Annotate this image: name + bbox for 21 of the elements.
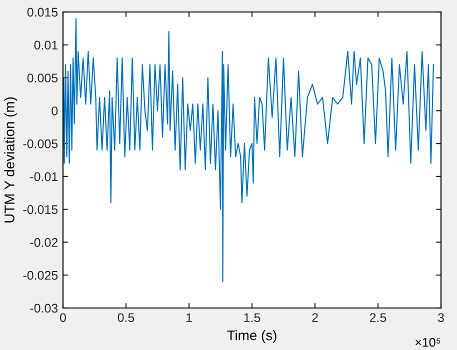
x-tick-label: 3: [438, 313, 444, 322]
y-tick-label: -0.01: [30, 172, 58, 182]
y-tick-label: -0.015: [23, 205, 58, 214]
y-tick-label: 0.01: [34, 40, 58, 50]
text: ×10⁵: [415, 338, 440, 347]
y-axis-title: UTM Y deviation (m): [4, 97, 18, 222]
y-tick-label: -0.025: [23, 270, 58, 280]
x-tick-label: 2.5: [370, 313, 386, 322]
x-axis-title: Time (s): [227, 330, 276, 344]
y-tick-label: 0.005: [27, 74, 58, 82]
y-tick-label: 0.015: [27, 8, 58, 17]
x-tick-label: 0: [60, 313, 66, 322]
x-tick-label: 1: [186, 313, 192, 322]
x-tick-label: 2: [312, 313, 318, 322]
y-tick-label: -0.02: [30, 238, 58, 247]
x-tick-label: 1.5: [244, 313, 260, 322]
y-tick-label: -0.03: [30, 304, 58, 313]
y-tick-label: 0: [52, 106, 58, 116]
y-tick-label: -0.005: [23, 139, 58, 148]
x-tick-label: 0.5: [118, 313, 134, 322]
line-series: [63, 18, 434, 282]
